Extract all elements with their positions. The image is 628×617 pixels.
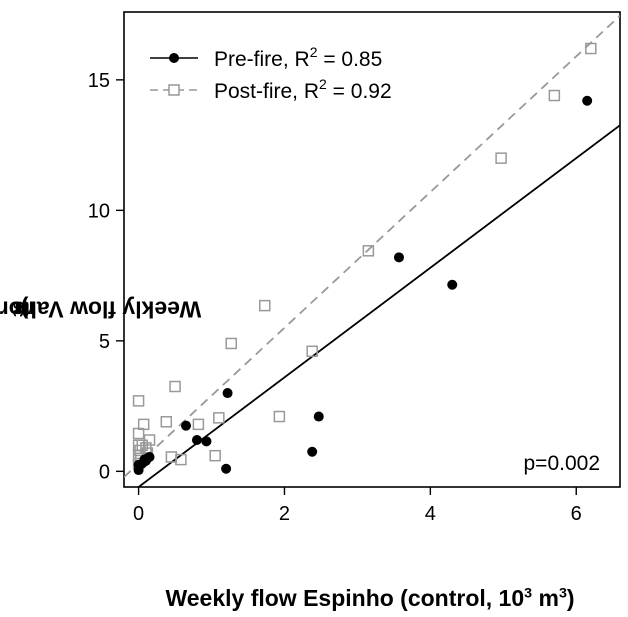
post-fire-point (585, 42, 597, 55)
y-tick-label-0: 0 (99, 461, 110, 483)
pre-fire-point (222, 388, 233, 399)
legend-pre-marker (169, 53, 179, 63)
y-tick-label-1: 5 (99, 331, 110, 353)
x-tick-label-1: 2 (279, 503, 290, 525)
x-axis: 0 2 4 6 (133, 487, 582, 525)
pre-fire-point (582, 95, 593, 106)
legend: Pre-fire, R2 = 0.85 Post-fire, R2 = 0.92 (150, 44, 392, 103)
pre-fire-points (133, 95, 593, 476)
x-axis-title: Weekly flow Espinho (control, 103 m3) (165, 585, 575, 611)
x-tick-label-3: 6 (571, 503, 582, 525)
post-fire-point (132, 395, 145, 407)
legend-pre-label: Pre-fire, R2 = 0.85 (214, 44, 382, 71)
post-fire-point (209, 449, 221, 462)
post-fire-point (306, 345, 318, 358)
pre-fire-fit-line (137, 124, 620, 487)
pre-fire-point (313, 411, 324, 422)
post-fire-point (160, 416, 173, 428)
y-axis-title: Weekly flow Valtorto (burned, 103 m3) (0, 296, 201, 322)
x-tick-label-2: 4 (425, 503, 436, 525)
post-fire-point (225, 337, 237, 350)
y-tick-label-2: 10 (88, 200, 110, 222)
post-fire-point (362, 245, 375, 257)
post-fire-points (132, 42, 597, 470)
post-fire-point (175, 453, 187, 466)
post-fire-point (273, 410, 286, 423)
post-fire-point (137, 418, 150, 431)
post-fire-point (259, 299, 271, 312)
post-fire-point (495, 152, 507, 164)
post-fire-point (143, 434, 156, 446)
pre-fire-point (144, 451, 155, 462)
plot-frame (123, 11, 621, 488)
pre-fire-point (181, 420, 191, 431)
legend-post-marker (168, 84, 180, 96)
y-axis: 0 5 10 15 (88, 70, 124, 483)
legend-post-label: Post-fire, R2 = 0.92 (214, 76, 392, 103)
pre-fire-point (221, 463, 232, 474)
post-fire-point (548, 89, 561, 102)
post-fire-point (169, 380, 181, 393)
x-tick-label-0: 0 (133, 503, 144, 525)
post-fire-point (192, 418, 205, 431)
pre-fire-point (191, 435, 202, 446)
pre-fire-point (201, 436, 212, 447)
pre-fire-point (447, 279, 458, 290)
pre-fire-point (393, 252, 404, 263)
post-fire-point (213, 412, 225, 424)
y-tick-label-3: 15 (88, 70, 110, 92)
pre-fire-point (307, 446, 318, 457)
p-value-annotation: p=0.002 (524, 452, 601, 475)
